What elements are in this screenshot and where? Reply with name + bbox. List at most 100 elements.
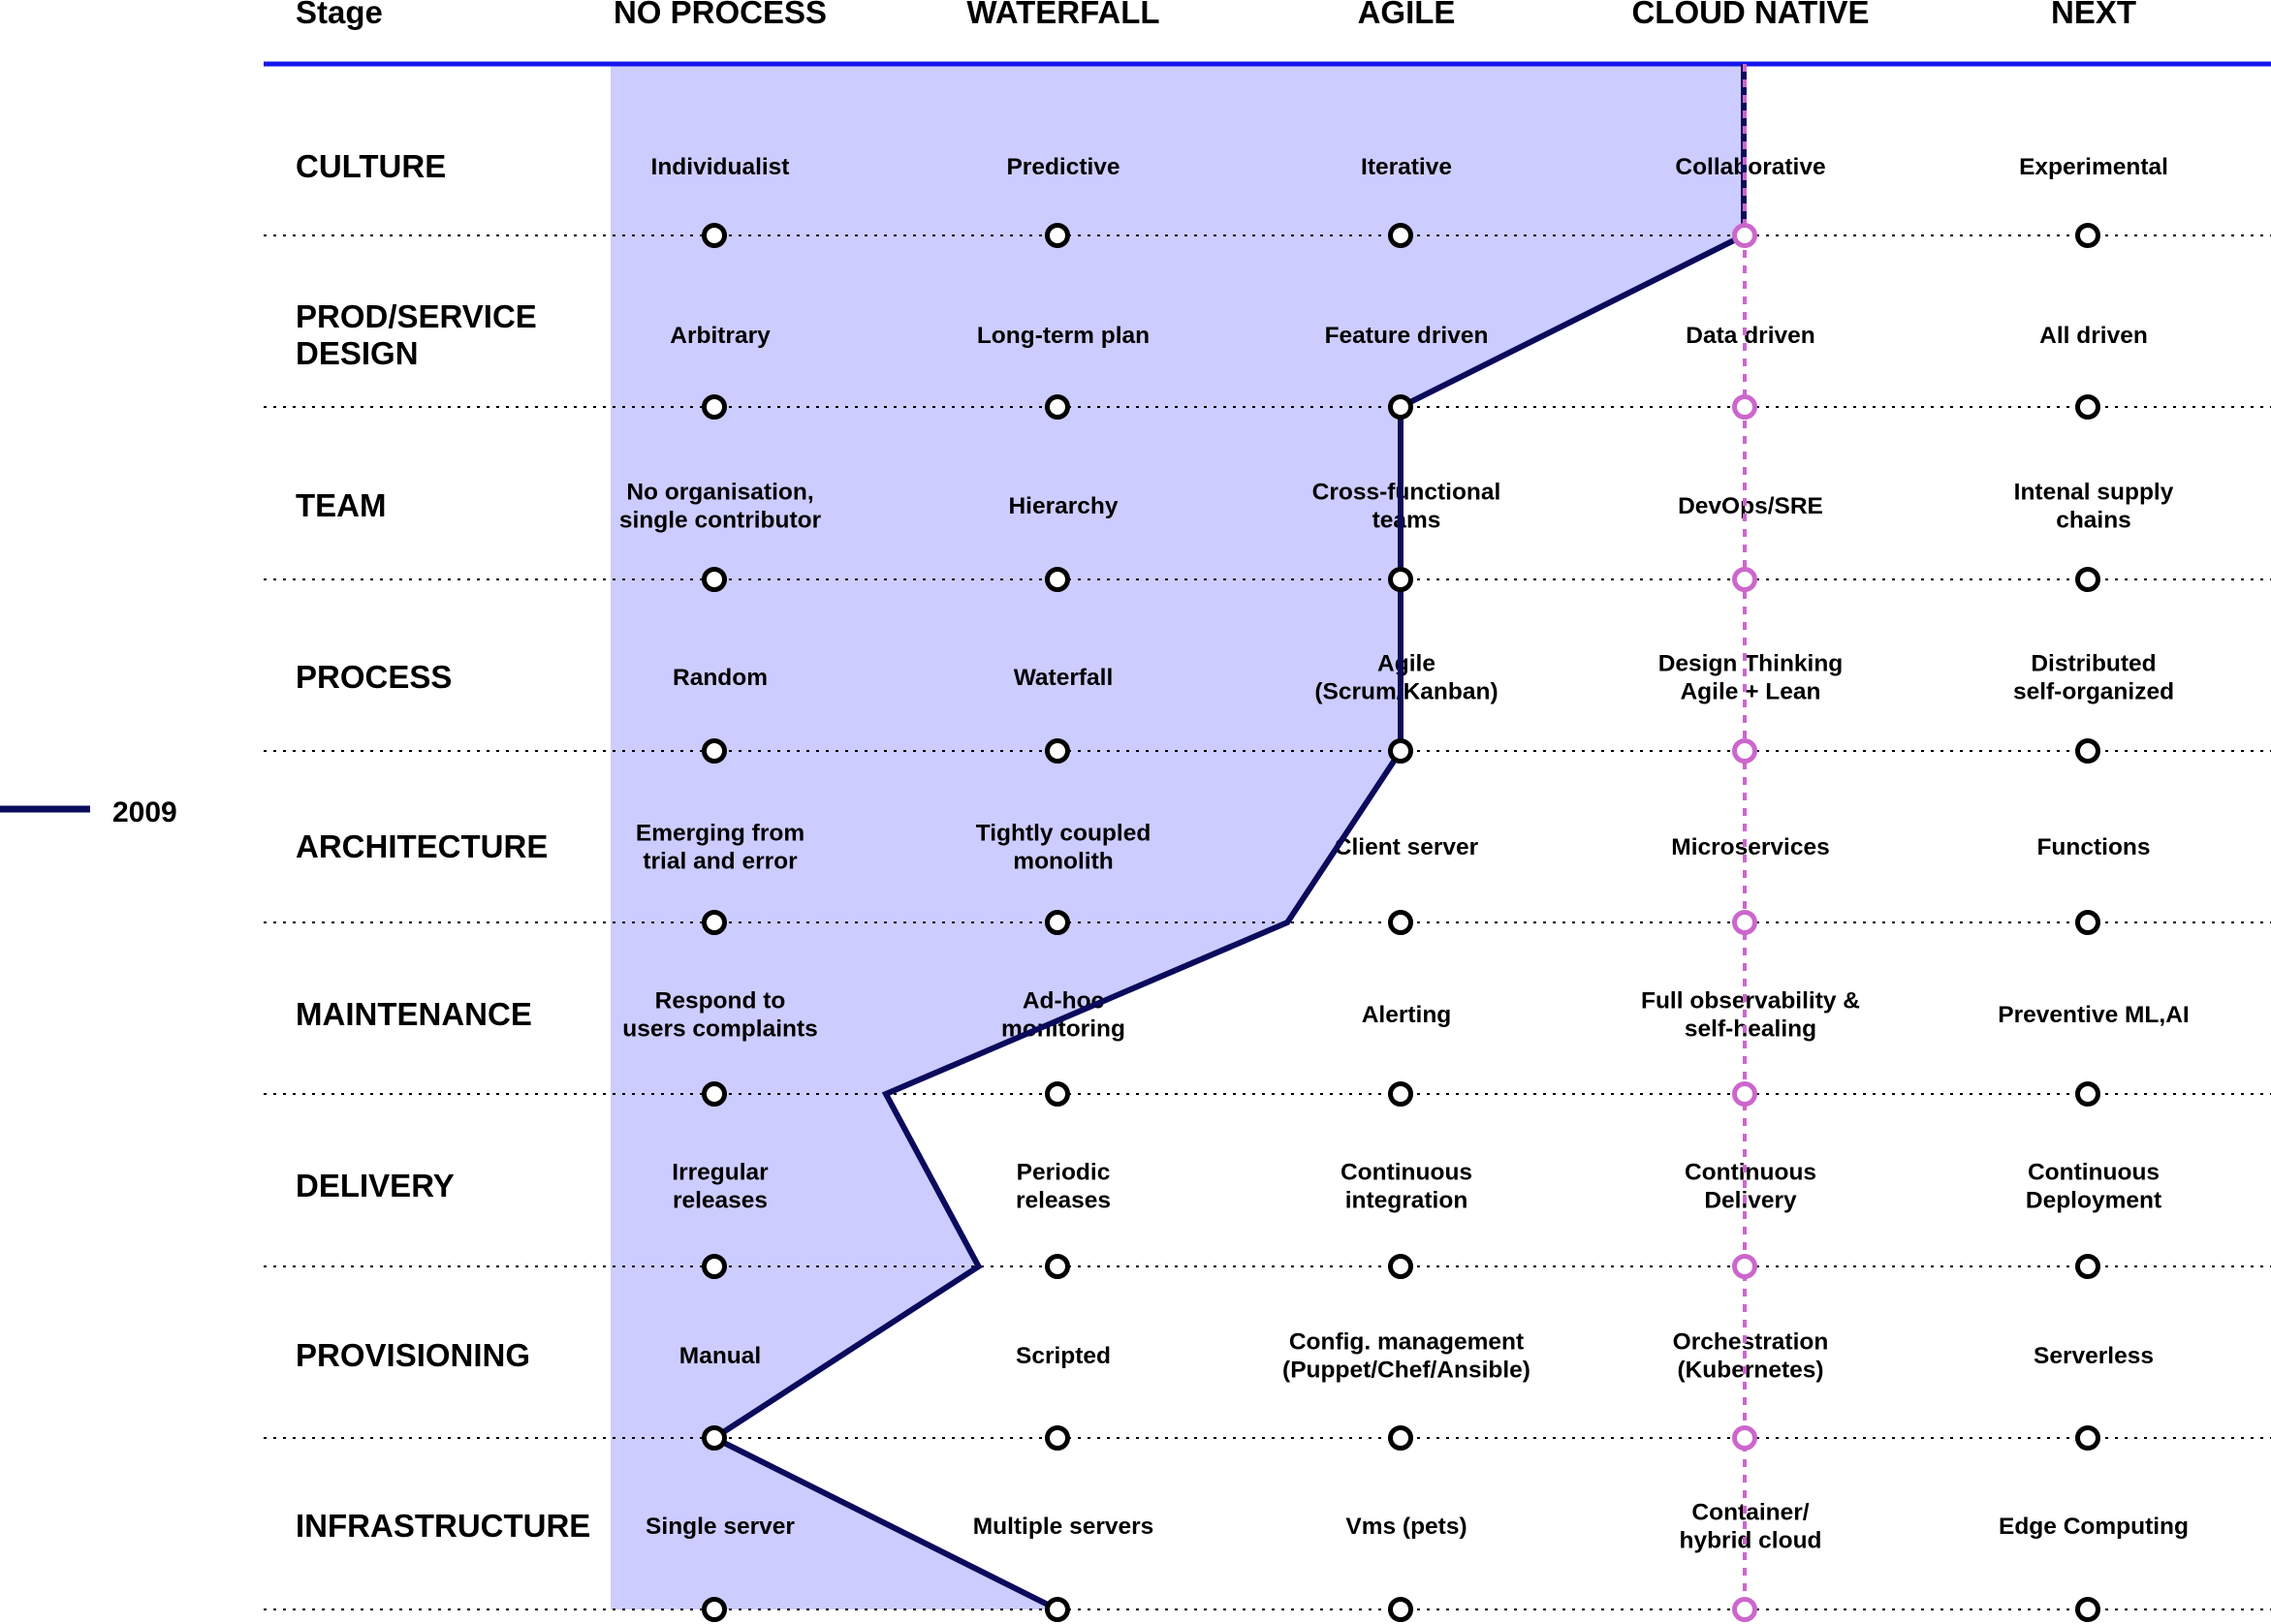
- row: DELIVERY IrregularreleasesPeriodicrelease…: [264, 1160, 2271, 1267]
- header: Stage NO PROCESS WATERFALL AGILE CLOUD NATIV…: [264, 0, 2271, 67]
- cell-text: Config. management: [1289, 1329, 1524, 1356]
- cell-text: trial and error: [643, 849, 798, 875]
- cell-text: single contributor: [619, 508, 822, 534]
- row-marker: [2075, 1081, 2100, 1107]
- cell-text: Iterative: [1361, 154, 1452, 180]
- cell-text: Serverless: [2034, 1343, 2154, 1369]
- cell-text: teams: [1372, 508, 1441, 534]
- cell-text: Cross-functional: [1312, 480, 1501, 506]
- row: CULTURE Individualist Predictive Iterative C…: [264, 148, 2271, 236]
- legend: 2009: [0, 796, 177, 828]
- row-marker: [702, 567, 727, 592]
- row-label: ARCHITECTURE: [296, 828, 548, 864]
- cell-text: Arbitrary: [670, 323, 771, 349]
- cell-text: Data driven: [1686, 323, 1814, 349]
- cell-text: integration: [1345, 1188, 1468, 1214]
- cell-text: Irregular: [672, 1160, 769, 1186]
- row-marker: [702, 394, 727, 420]
- row-marker: [1045, 1254, 1070, 1279]
- cell-text: (Kubernetes): [1677, 1358, 1823, 1384]
- cell-text: Individualist: [651, 154, 790, 180]
- row-label: PROCESS: [296, 659, 452, 695]
- cell-text: releases: [1016, 1188, 1111, 1214]
- row-marker: [1388, 1597, 1413, 1622]
- cell-text: Predictive: [1006, 154, 1120, 180]
- row-marker: [1388, 394, 1413, 420]
- cell-text: (Puppet/Chef/Ansible): [1282, 1358, 1530, 1384]
- 2009-profile-line: [708, 64, 1747, 1612]
- cell-text: releases: [673, 1188, 768, 1214]
- row-label: CULTURE: [296, 148, 446, 184]
- cloud-native-marker: [1732, 1425, 1757, 1451]
- cell-text: Distributed: [2031, 651, 2156, 677]
- row-label: MAINTENANCE: [296, 996, 532, 1032]
- row-marker: [702, 1081, 727, 1107]
- row-label: INFRASTRUCTURE: [296, 1508, 590, 1544]
- cell-text: Deployment: [2026, 1188, 2161, 1214]
- row: TEAM No organisation,single contributor Hi…: [264, 480, 2271, 580]
- cloud-native-marker: [1732, 223, 1757, 248]
- row: INFRASTRUCTURE Single server Multiple serv…: [264, 1500, 2271, 1610]
- row-marker: [1388, 1425, 1413, 1451]
- cloud-native-marker: [1732, 567, 1757, 592]
- cell-text: chains: [2056, 508, 2131, 534]
- cell-text: DevOps/SRE: [1678, 493, 1823, 519]
- cell-text: Intenal supply: [2014, 480, 2174, 506]
- row-marker: [1045, 567, 1070, 592]
- cell-text: Continuous: [2028, 1160, 2160, 1186]
- 2009-shaded-area: [611, 64, 1744, 1609]
- cell-text: Tightly coupled: [976, 821, 1151, 847]
- markers: [702, 64, 2100, 1622]
- cloud-native-marker: [1732, 910, 1757, 935]
- row-marker: [2075, 394, 2100, 420]
- row-marker: [1388, 223, 1413, 248]
- cell-text: No organisation,: [626, 480, 813, 506]
- column-header-cloud-native: CLOUD NATIVE: [1631, 0, 1869, 30]
- row-marker: [702, 1597, 727, 1622]
- cell-text: Orchestration: [1673, 1329, 1829, 1356]
- row-marker: [702, 738, 727, 764]
- row: PROVISIONING Manual Scripted Config. manage…: [264, 1329, 2271, 1439]
- cell-text: Container/: [1691, 1500, 1809, 1526]
- row-marker: [702, 1425, 727, 1451]
- row-marker: [1045, 394, 1070, 420]
- row-marker: [2075, 1425, 2100, 1451]
- cell-text: Long-term plan: [977, 323, 1150, 349]
- cloud-native-marker: [1732, 1081, 1757, 1107]
- 2009-area-fill: [611, 64, 1744, 1609]
- cell-text: Edge Computing: [1999, 1514, 2189, 1540]
- cloud-native-marker: [1732, 1597, 1757, 1622]
- cell-text: Agile + Lean: [1680, 679, 1820, 705]
- row-marker: [1388, 567, 1413, 592]
- cell-text: Client server: [1335, 834, 1479, 860]
- 2009-profile: [708, 64, 1747, 1612]
- cell-text: Single server: [646, 1514, 795, 1540]
- column-header-agile: AGILE: [1358, 0, 1456, 30]
- column-header-next: NEXT: [2051, 0, 2136, 30]
- cell-text: Random: [673, 665, 768, 691]
- row-marker: [702, 910, 727, 935]
- cell-text: Vms (pets): [1345, 1514, 1467, 1540]
- cell-text: Preventive ML,AI: [1998, 1002, 2189, 1028]
- cell-text: Design Thinking: [1658, 651, 1844, 677]
- row-marker: [2075, 1597, 2100, 1622]
- row-label: DELIVERY: [296, 1168, 455, 1203]
- cell-text: Feature driven: [1325, 323, 1489, 349]
- cell-text: Functions: [2036, 834, 2150, 860]
- cell-text: Agile: [1377, 651, 1435, 677]
- cell-text: (Scrum/Kanban): [1314, 679, 1498, 705]
- cell-text: Collaborative: [1675, 154, 1825, 180]
- cell-text: Delivery: [1704, 1188, 1797, 1214]
- cell-text: All driven: [2039, 323, 2148, 349]
- row-marker: [1388, 1081, 1413, 1107]
- row-marker: [1045, 1425, 1070, 1451]
- cell-text: Multiple servers: [973, 1514, 1154, 1540]
- cell-text: self-healing: [1685, 1016, 1816, 1043]
- cell-text: Microservices: [1671, 834, 1829, 860]
- cell-text: hybrid cloud: [1680, 1528, 1822, 1554]
- cell-text: Alerting: [1362, 1002, 1452, 1028]
- cell-text: Periodic: [1017, 1160, 1111, 1186]
- cell-text: Waterfall: [1014, 665, 1114, 691]
